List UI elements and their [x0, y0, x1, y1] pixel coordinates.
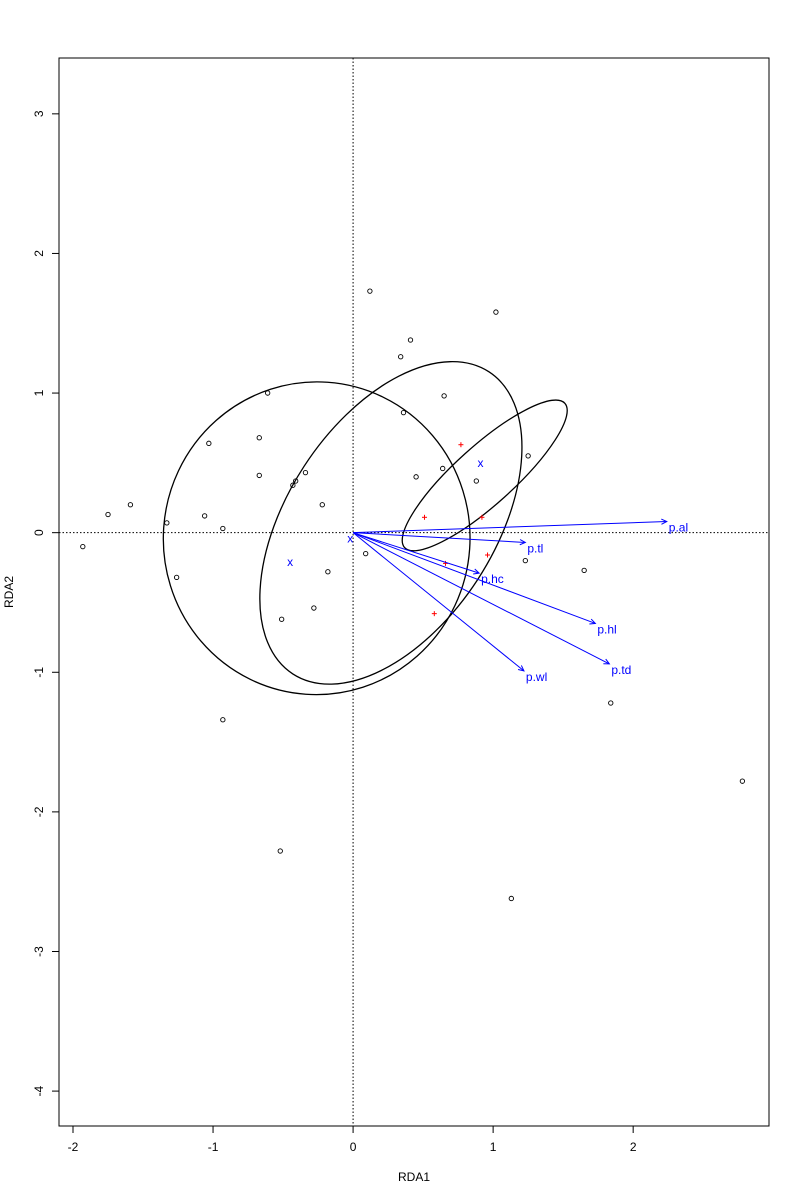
arrow-label: p.wl: [526, 670, 547, 684]
arrow-label: p.al: [669, 520, 688, 534]
centroid-point: [479, 514, 485, 520]
site-point: [164, 520, 170, 526]
site-point: [105, 511, 111, 518]
arrow-shaft: [352, 532, 480, 574]
group-ellipse: [401, 399, 568, 552]
y-tick-label: 0: [32, 529, 46, 536]
arrow-p-al: p.al: [353, 518, 688, 534]
site-point: [367, 288, 373, 294]
arrow-label: p.tl: [527, 541, 543, 555]
arrow-head: [589, 618, 597, 625]
y-tick-label: -1: [32, 667, 46, 678]
site-point: [80, 543, 86, 550]
arrow-shaft: [352, 532, 610, 665]
site-point: [293, 478, 299, 484]
y-tick-label: 1: [32, 389, 46, 396]
arrow-label: p.td: [611, 663, 631, 677]
y-axis-label: RDA2: [2, 576, 16, 608]
site-point: [302, 469, 309, 476]
centroid-point: [431, 611, 437, 617]
x-tick-label: 1: [490, 1140, 497, 1154]
arrow-label: p.hl: [597, 622, 616, 636]
site-point: [173, 574, 180, 580]
site-point: [220, 717, 226, 723]
site-point: [290, 482, 296, 488]
arrow-shaft: [352, 532, 596, 624]
y-tick-label: -4: [32, 1085, 46, 1096]
arrow-head: [517, 665, 525, 672]
site-point: [325, 569, 331, 575]
y-tick-label: 3: [32, 110, 46, 117]
site-point: [206, 440, 212, 446]
site-point: [277, 848, 283, 854]
arrow-p-wl: p.wl: [352, 532, 547, 684]
plot-frame: [58, 57, 770, 1127]
zero-reference-lines: [59, 58, 769, 1126]
site-points: [80, 288, 746, 902]
y-axis: -4 -3 -2 -1 0 1 2 3: [32, 110, 60, 1096]
arrow-shaft: [353, 532, 526, 543]
site-point: [493, 309, 499, 315]
site-point: [256, 435, 262, 441]
arrow-p-hl: p.hl: [352, 532, 617, 636]
arrow-head: [603, 658, 611, 665]
site-point: [311, 605, 317, 611]
site-point: [440, 465, 446, 472]
site-point: [279, 616, 285, 622]
arrow-shaft: [352, 532, 525, 672]
site-point: [127, 502, 134, 508]
x-tick-label: 2: [630, 1140, 637, 1154]
arrow-head: [661, 518, 668, 525]
x-axis-label: RDA1: [398, 1170, 430, 1184]
x-tick-label: 0: [350, 1140, 357, 1154]
centroid-point: [485, 552, 491, 558]
site-point: [201, 513, 208, 519]
site-point: [400, 409, 407, 416]
y-tick-label: 2: [32, 250, 46, 257]
group-center-marker: x: [478, 456, 484, 470]
site-point: [441, 393, 447, 399]
group-ellipse: [162, 381, 471, 696]
x-axis: -2 -1 0 1 2: [68, 1125, 637, 1154]
x-tick-label: -1: [208, 1140, 219, 1154]
site-point: [413, 474, 419, 480]
site-point: [739, 778, 746, 784]
arrow-head: [473, 568, 481, 575]
group-ellipses: [162, 361, 568, 696]
site-point: [525, 453, 531, 459]
site-point: [508, 895, 514, 902]
site-point: [256, 472, 262, 479]
group-center-markers: x x x: [287, 456, 483, 569]
y-tick-label: -2: [32, 806, 46, 817]
arrow-head: [519, 539, 527, 546]
site-point: [608, 700, 614, 706]
site-point: [407, 337, 414, 343]
group-center-marker: x: [287, 555, 293, 569]
site-point: [522, 557, 528, 564]
arrow-p-tl: p.tl: [353, 532, 543, 555]
site-point: [265, 390, 271, 396]
centroid-point: [458, 442, 464, 448]
site-point: [473, 478, 479, 484]
site-point: [363, 550, 369, 557]
arrow-label: p.hc: [481, 572, 504, 586]
centroid-point: [422, 514, 428, 520]
group-center-marker: x: [347, 531, 353, 545]
y-tick-label: -3: [32, 946, 46, 957]
site-point: [319, 502, 325, 508]
site-point: [581, 567, 587, 574]
site-point: [220, 525, 226, 532]
centroid-points: [422, 442, 491, 617]
arrow-p-td: p.td: [352, 532, 631, 677]
site-point: [398, 354, 404, 360]
variable-arrows: p.al p.tl p.hc p.hl p.td p.wl: [352, 518, 688, 684]
x-tick-label: -2: [68, 1140, 79, 1154]
arrow-shaft: [353, 520, 667, 534]
